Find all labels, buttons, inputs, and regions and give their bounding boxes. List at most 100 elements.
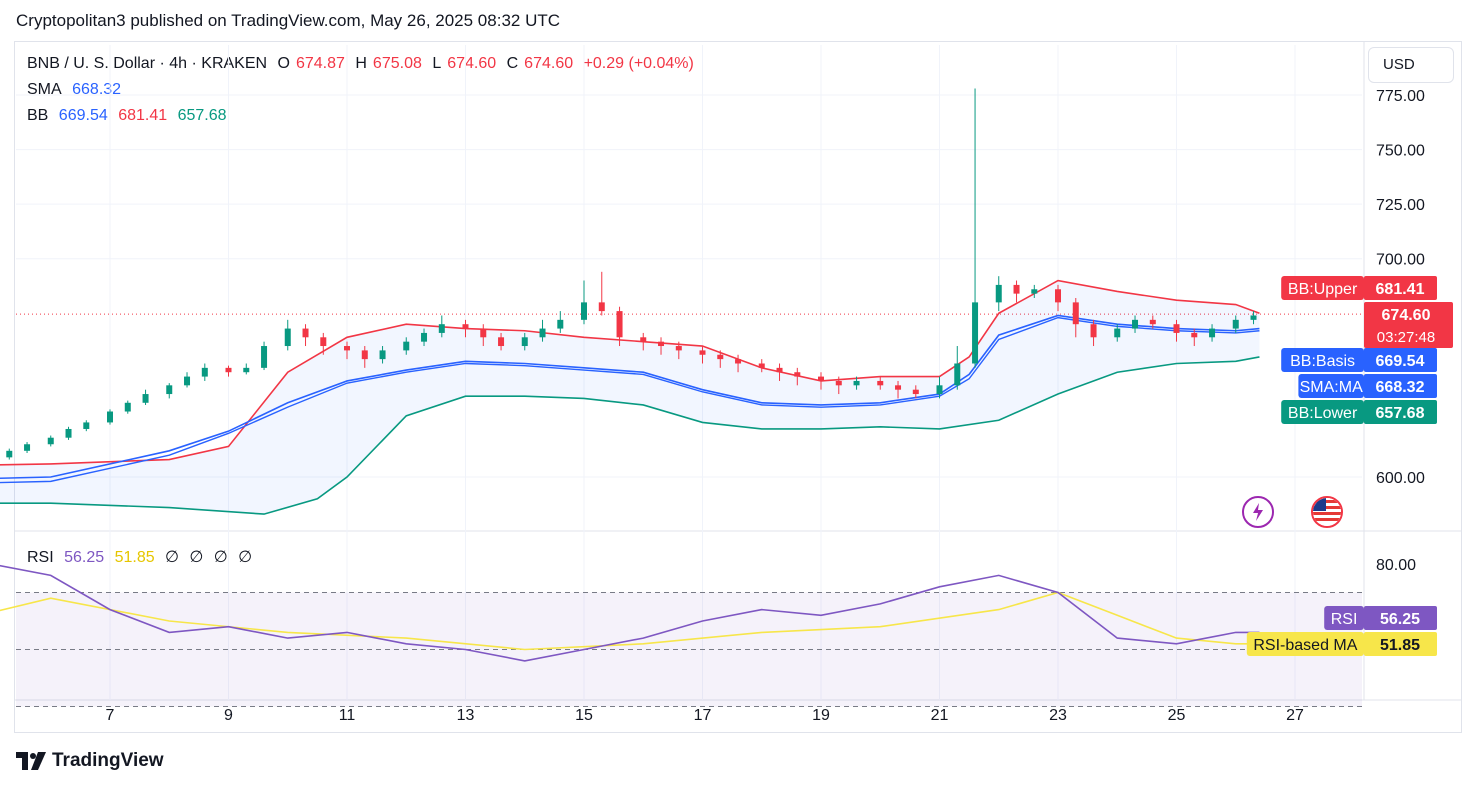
tradingview-logo-icon [16, 752, 46, 770]
candle-body [877, 380, 884, 386]
candle-body [6, 450, 13, 458]
candle-body [65, 428, 72, 438]
currency-button[interactable]: USD [1368, 47, 1454, 83]
bb-upper-line [0, 279, 1260, 466]
x-tick-label: 17 [694, 707, 712, 724]
candle-body [142, 394, 149, 403]
sma-legend[interactable]: SMA 668.32 [27, 81, 127, 99]
price-label-3-name-text: BB:Lower [1288, 405, 1358, 422]
candle-body [658, 341, 665, 347]
price-label-1-value-tag [1364, 348, 1437, 372]
candle-body [1013, 284, 1020, 294]
price-label-2-value-text: 668.32 [1376, 379, 1425, 396]
candle-body [107, 411, 113, 423]
bb-fill [0, 280, 1260, 515]
candle-body [995, 284, 1002, 303]
price-label-0-name-tag [1281, 276, 1364, 300]
candle-body [201, 367, 208, 377]
candle-body [166, 385, 173, 395]
price-label-3-name-tag [1281, 400, 1364, 424]
ohlc-close: C 674.60 [506, 55, 574, 72]
rsi-value: 56.25 [64, 549, 105, 566]
rsi-label-1-value-tag [1364, 632, 1437, 656]
price-label-2-name-text: SMA:MA [1300, 379, 1363, 396]
published-caption: Cryptopolitan3 published on TradingView.… [16, 11, 561, 30]
price-label-2-value-tag [1364, 374, 1437, 398]
last-price-value: 674.60 [1382, 307, 1431, 324]
y-tick-label: 600.00 [1376, 470, 1425, 487]
bb-legend[interactable]: BB 669.54 681.41 657.68 [27, 107, 233, 125]
candle-body [557, 319, 564, 329]
bb-basis-value: 669.54 [58, 107, 108, 124]
ohlc-open: O 674.87 [277, 55, 345, 72]
y-tick-label: 750.00 [1376, 143, 1425, 160]
symbol-label[interactable]: BNB / U. S. Dollar · 4h · KRAKEN [27, 55, 268, 72]
rsi-legend[interactable]: RSI 56.25 51.85 ∅ ∅ ∅ ∅ [27, 547, 258, 567]
candle-body [421, 332, 428, 342]
price-label-1-name-tag [1281, 348, 1364, 372]
candle-body [1149, 319, 1156, 325]
rsi-ma-value: 51.85 [114, 549, 155, 566]
candle-body [1209, 328, 1216, 338]
last-price-tag [1364, 302, 1453, 348]
candle-body [462, 324, 469, 329]
x-tick-label: 11 [339, 707, 356, 724]
us-flag-icon[interactable] [1311, 496, 1343, 528]
ohlc-change: +0.29 (+0.04%) [583, 55, 694, 72]
candle-body [47, 437, 54, 445]
rsi-label-0-name-tag [1324, 606, 1364, 630]
sma-value: 668.32 [72, 81, 122, 98]
last-price-countdown: 03:27:48 [1377, 329, 1435, 346]
candle-body [699, 350, 706, 355]
rsi-label-1-name-text: RSI-based MA [1253, 637, 1357, 654]
x-tick-label: 7 [106, 707, 115, 724]
candle-body [1250, 315, 1257, 320]
candle-body [758, 363, 765, 368]
rsi-label: RSI [27, 549, 54, 566]
candle-body [1114, 328, 1121, 338]
x-tick-label: 13 [457, 707, 475, 724]
candle-body [735, 359, 742, 364]
price-label-3-value-text: 657.68 [1376, 405, 1425, 422]
candle-body [184, 376, 191, 386]
candle-body [954, 363, 961, 386]
candle-body [794, 372, 801, 377]
rsi-ma-line [0, 591, 1260, 651]
rsi-y-tick-label: 80.00 [1376, 557, 1416, 574]
bb-basis-line [0, 314, 1260, 480]
candle-body [225, 367, 232, 373]
lightning-icon[interactable] [1242, 496, 1274, 528]
bb-label: BB [27, 107, 49, 124]
price-label-0-value-text: 681.41 [1376, 281, 1425, 298]
y-tick-label: 775.00 [1376, 88, 1425, 105]
candle-body [1090, 324, 1097, 338]
candle-body [261, 346, 268, 368]
rsi-extra-3: ∅ [238, 549, 253, 566]
x-tick-label: 19 [812, 707, 830, 724]
candle-body [776, 367, 783, 373]
candle-body [581, 302, 587, 320]
candle-body [936, 385, 943, 395]
price-label-2-name-tag [1298, 374, 1364, 398]
candle-body [243, 367, 250, 373]
tradingview-brand-text: TradingView [52, 750, 164, 771]
candle-body [598, 302, 605, 312]
x-tick-label: 25 [1168, 707, 1186, 724]
x-tick-label: 27 [1286, 707, 1304, 724]
x-tick-label: 23 [1049, 707, 1067, 724]
candle-body [83, 422, 90, 429]
x-tick-label: 21 [931, 707, 949, 724]
sma-label: SMA [27, 81, 62, 98]
candle-body [480, 328, 487, 338]
candle-body [320, 337, 327, 347]
candle-body [972, 302, 979, 364]
ohlc-high: H 675.08 [355, 55, 422, 72]
x-tick-label: 9 [224, 707, 233, 724]
candle-body [24, 444, 31, 451]
rsi-line [0, 564, 1260, 662]
tradingview-logo[interactable]: TradingView [16, 750, 164, 772]
candle-body [124, 402, 131, 412]
price-label-3-value-tag [1364, 400, 1437, 424]
candle-body [1072, 302, 1079, 325]
